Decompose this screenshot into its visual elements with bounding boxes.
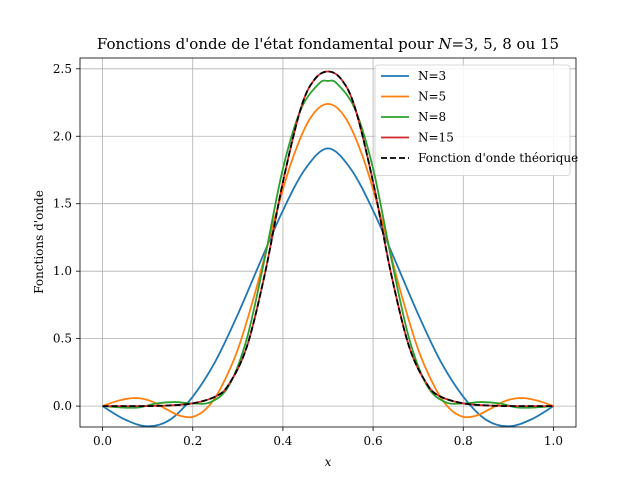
y-axis-label: Fonctions d'onde xyxy=(32,190,46,294)
y-tick-label: 1.0 xyxy=(53,264,72,278)
legend-label: N=3 xyxy=(418,69,446,83)
series-line-1 xyxy=(102,147,554,428)
y-tick-label: 2.5 xyxy=(53,62,72,76)
chart-title: Fonctions d'onde de l'état fondamental p… xyxy=(97,35,559,53)
legend-frame xyxy=(374,64,571,176)
ticks: 0.0 0.2 0.4 0.6 0.8 1.0 0.0 0.5 1.0 1.5 2.0 2.5 xyxy=(53,62,563,448)
series-lines xyxy=(102,70,554,428)
y-tick-label: 0.0 xyxy=(53,399,72,413)
x-tick-label: 0.4 xyxy=(273,434,292,448)
legend-label: N=8 xyxy=(418,110,446,124)
y-tick-label: 1.5 xyxy=(53,197,72,211)
x-tick-label: 0.6 xyxy=(364,434,383,448)
legend-label: N=15 xyxy=(418,131,454,145)
series-line-2 xyxy=(102,102,554,419)
axes-frame xyxy=(79,57,577,428)
x-tick-label: 0.8 xyxy=(454,434,473,448)
x-tick-label: 0.0 xyxy=(93,434,112,448)
x-tick-label: 0.2 xyxy=(183,434,202,448)
y-tick-label: 2.0 xyxy=(53,129,72,143)
legend-label: N=5 xyxy=(418,90,446,104)
series-line-3 xyxy=(102,79,554,409)
legend: N=3 N=5 N=8 N=15 Fonction d'onde théorique xyxy=(374,64,578,176)
series-line-5 xyxy=(102,70,554,408)
legend-label: Fonction d'onde théorique xyxy=(418,151,578,165)
x-axis-label: x xyxy=(325,455,332,469)
x-tick-label: 1.0 xyxy=(544,434,563,448)
y-tick-label: 0.5 xyxy=(53,332,72,346)
